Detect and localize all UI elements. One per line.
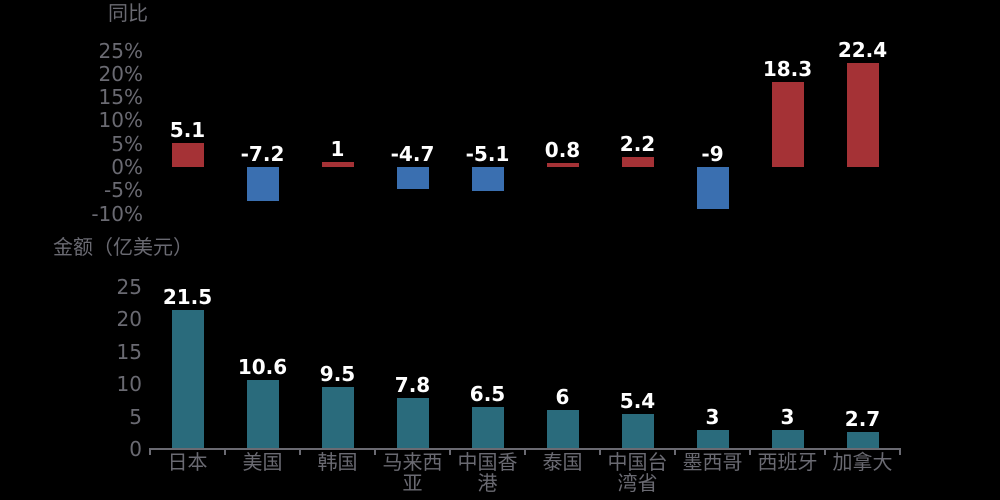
yoy-chart-title: 同比 xyxy=(108,1,148,25)
x-axis-tick xyxy=(374,448,376,455)
amount-bar xyxy=(171,309,204,449)
x-axis-tick xyxy=(899,448,901,455)
x-axis-tick xyxy=(149,448,151,455)
amount-value-label: 21.5 xyxy=(162,284,213,309)
yoy-bar xyxy=(471,167,504,191)
category-label: 中国台 湾省 xyxy=(607,450,668,495)
yoy-y-tick-label: 20% xyxy=(98,61,143,86)
category-label: 墨西哥 xyxy=(682,450,743,474)
x-axis-tick xyxy=(299,448,301,455)
yoy-value-label: -4.7 xyxy=(390,142,435,166)
amount-y-tick-label: 5 xyxy=(129,404,142,429)
amount-value-label: 5.4 xyxy=(619,389,656,413)
yoy-value-label: 18.3 xyxy=(762,56,813,81)
amount-bar xyxy=(621,414,654,449)
amount-bar xyxy=(396,398,429,449)
amount-bar xyxy=(471,406,504,449)
amount-y-tick-label: 0 xyxy=(129,437,142,461)
category-label: 西班牙 xyxy=(757,450,818,474)
yoy-y-tick-label: 10% xyxy=(98,108,143,133)
category-label: 泰国 xyxy=(542,450,583,474)
category-label: 日本 xyxy=(167,450,208,474)
amount-value-label: 6 xyxy=(555,385,570,410)
yoy-value-label: 5.1 xyxy=(169,118,206,143)
x-axis-tick xyxy=(524,448,526,455)
x-axis-tick xyxy=(824,448,826,455)
x-axis-tick xyxy=(749,448,751,455)
category-label: 加拿大 xyxy=(832,450,893,474)
category-label: 韩国 xyxy=(317,450,358,474)
yoy-value-label: -7.2 xyxy=(240,142,285,166)
amount-value-label: 10.6 xyxy=(237,355,288,380)
amount-value-label: 9.5 xyxy=(319,362,356,387)
amount-y-tick-label: 20 xyxy=(116,307,142,332)
category-label: 美国 xyxy=(242,450,283,474)
yoy-bar xyxy=(396,167,429,189)
yoy-value-label: -9 xyxy=(701,142,724,166)
yoy-value-label: 1 xyxy=(330,137,345,162)
amount-value-label: 6.5 xyxy=(469,381,506,406)
yoy-value-label: 22.4 xyxy=(837,37,888,62)
yoy-bar xyxy=(846,62,879,167)
x-axis-tick xyxy=(224,448,226,455)
x-axis-tick xyxy=(449,448,451,455)
x-axis-tick xyxy=(599,448,601,455)
category-label: 马来西 亚 xyxy=(382,450,443,495)
amount-y-tick-label: 10 xyxy=(116,372,142,397)
yoy-value-label: 2.2 xyxy=(619,131,656,156)
amount-value-label: 7.8 xyxy=(394,373,431,398)
amount-value-label: 3 xyxy=(780,404,795,429)
yoy-y-tick-label: 5% xyxy=(111,131,143,156)
yoy-bar xyxy=(546,163,579,167)
yoy-bar xyxy=(771,81,804,167)
amount-y-tick-label: 25 xyxy=(116,275,142,299)
amount-chart-title: 金额（亿美元） xyxy=(53,235,193,259)
amount-value-label: 2.7 xyxy=(844,406,881,431)
yoy-y-tick-label: 15% xyxy=(98,85,143,110)
yoy-bar xyxy=(171,143,204,167)
amount-bar xyxy=(546,410,579,449)
yoy-bar xyxy=(246,167,279,201)
amount-bar xyxy=(771,429,804,449)
yoy-bar xyxy=(321,162,354,167)
amount-y-tick-label: 15 xyxy=(116,339,142,364)
yoy-y-tick-label: -5% xyxy=(104,178,143,203)
amount-bar xyxy=(246,380,279,449)
yoy-value-label: -5.1 xyxy=(465,142,510,166)
yoy-y-tick-label: 25% xyxy=(98,38,143,63)
yoy-value-label: 0.8 xyxy=(544,138,581,163)
amount-value-label: 3 xyxy=(705,404,720,429)
yoy-bar xyxy=(621,156,654,167)
amount-bar xyxy=(846,431,879,449)
yoy-y-tick-label: -10% xyxy=(91,201,143,226)
category-label: 中国香 港 xyxy=(457,450,518,495)
yoy-y-tick-label: 0% xyxy=(111,155,143,179)
amount-bar xyxy=(321,387,354,449)
amount-bar xyxy=(696,429,729,449)
yoy-bar xyxy=(696,167,729,209)
x-axis-tick xyxy=(674,448,676,455)
